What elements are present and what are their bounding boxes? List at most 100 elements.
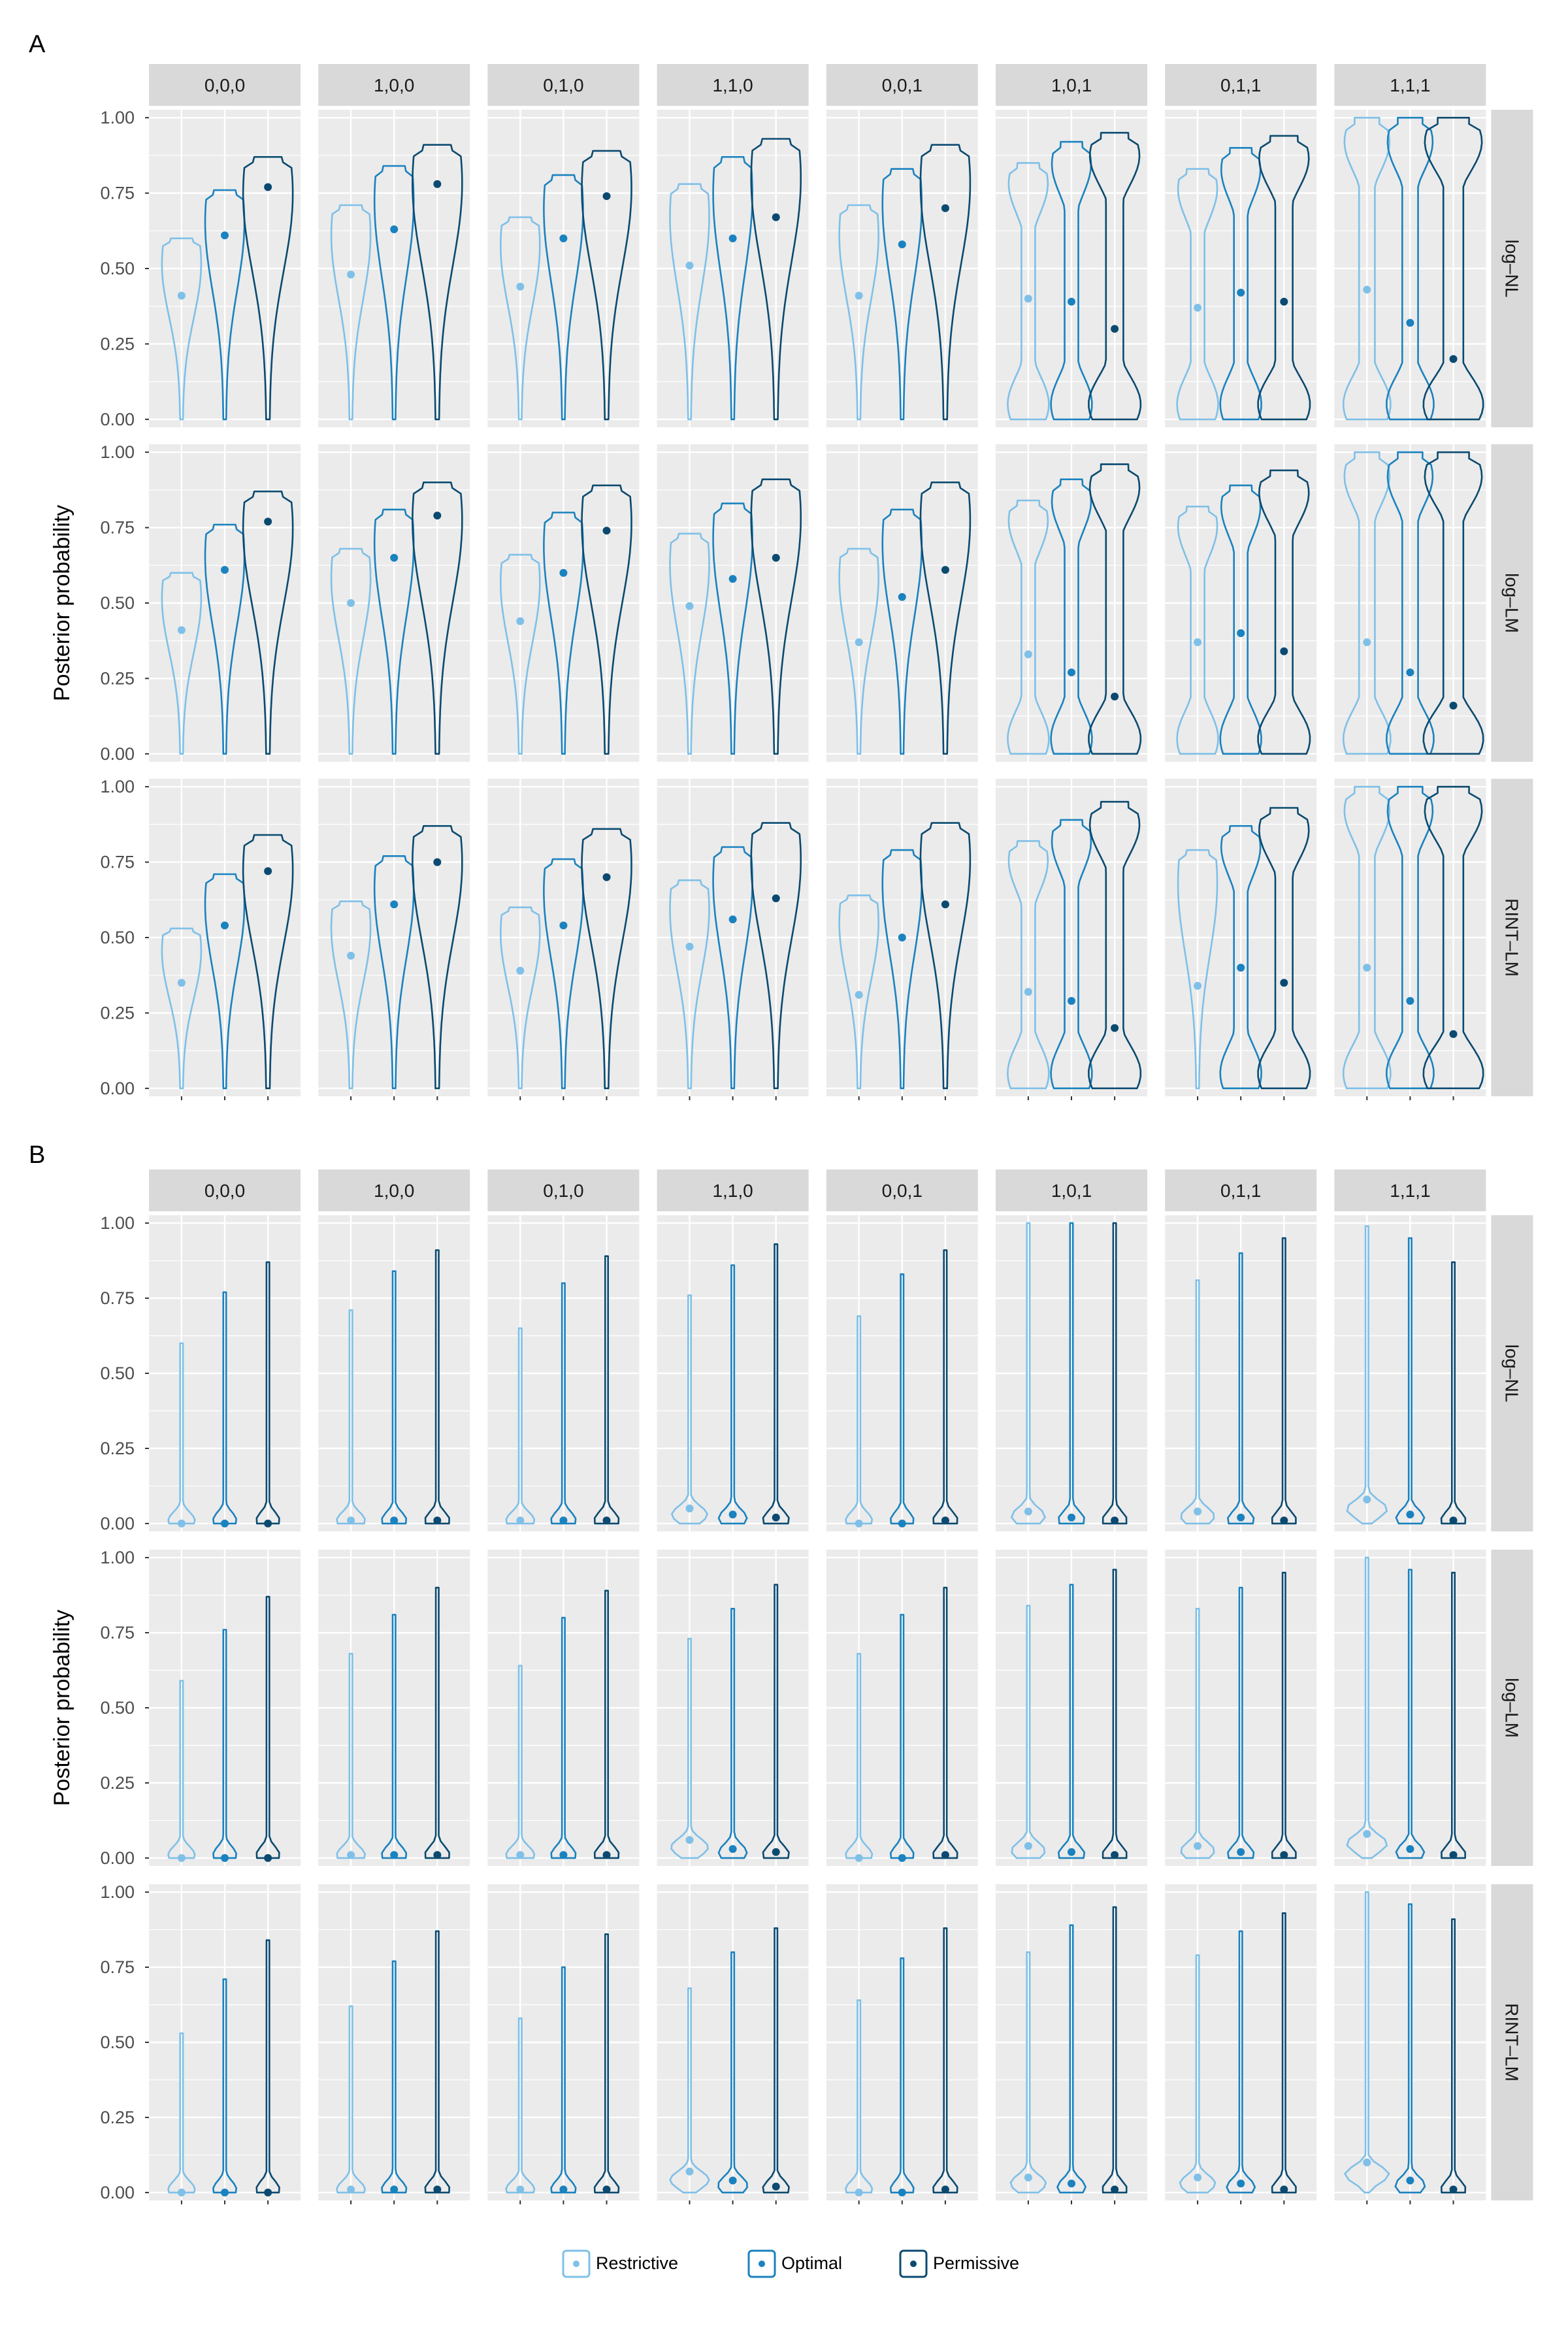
violin-permissive <box>762 1584 790 1859</box>
violin-optimal <box>712 155 753 421</box>
violin-restrictive <box>167 1342 196 1525</box>
violin-optimal <box>204 189 246 421</box>
facet-0-1-0-log-lm <box>487 1550 640 1866</box>
median-point-optimal <box>728 1845 737 1854</box>
y-tick-label: 0.00 <box>100 1514 135 1533</box>
violin-restrictive <box>1007 840 1050 1090</box>
violin-optimal <box>890 1273 915 1525</box>
median-point-restrictive <box>1363 964 1371 972</box>
panel-a: A Posterior probability 0,0,0 1,0,0 0,1,0 1,1… <box>29 31 1533 1100</box>
violin-permissive <box>919 822 972 1090</box>
violin-restrictive <box>838 547 879 755</box>
facet-0-0-1-log-lm <box>826 444 978 762</box>
median-point-restrictive <box>177 2188 186 2197</box>
legend-dot-optimal <box>759 2261 765 2267</box>
violin-permissive <box>593 1255 620 1525</box>
violin-restrictive <box>167 1680 196 1859</box>
violin-permissive <box>1271 1571 1297 1859</box>
median-point-permissive <box>1280 1516 1288 1525</box>
violin-permissive <box>581 484 632 755</box>
violin-permissive <box>750 822 802 1090</box>
column-strip-label: 1,1,0 <box>712 1181 753 1201</box>
median-point-restrictive <box>685 942 694 951</box>
column-strip-label: 1,1,1 <box>1390 1181 1430 1201</box>
median-point-optimal <box>1068 1848 1075 1856</box>
median-point-optimal <box>1406 319 1414 327</box>
violin-restrictive <box>1011 1605 1046 1859</box>
violin-permissive <box>1088 131 1142 421</box>
median-point-optimal <box>390 900 399 909</box>
median-point-optimal <box>728 2176 737 2185</box>
median-point-restrictive <box>685 1836 694 1844</box>
y-tick-label: 0.75 <box>100 1288 135 1308</box>
median-point-permissive <box>1449 1851 1458 1859</box>
violin-optimal <box>1395 1237 1426 1525</box>
violin-permissive <box>255 1261 280 1525</box>
facet-0-0-0-rint-lm <box>149 1884 301 2200</box>
violin-permissive <box>1102 1569 1128 1859</box>
facet-0-0-1-log-nl <box>826 1215 978 1531</box>
column-strip-1-1-1 <box>1334 64 1486 106</box>
facet-1-0-1-log-nl <box>996 1215 1147 1531</box>
violin-optimal <box>1056 1924 1086 2194</box>
violin-permissive <box>1440 1261 1467 1525</box>
violin-optimal <box>712 502 753 755</box>
median-point-permissive <box>772 553 780 562</box>
median-point-permissive <box>1449 355 1458 363</box>
median-point-restrictive <box>1194 2173 1202 2181</box>
median-point-restrictive <box>1363 638 1371 647</box>
facet-1-0-0-rint-lm <box>318 779 470 1096</box>
median-point-restrictive <box>347 1851 355 1859</box>
violin-optimal <box>373 508 415 755</box>
violin-optimal <box>881 168 923 421</box>
facet-0-0-0-log-nl <box>149 110 301 427</box>
y-tick-label: 0.75 <box>100 1957 135 1977</box>
facet-1-1-0-rint-lm <box>657 779 809 1096</box>
legend-key-optimal <box>747 2249 776 2278</box>
median-point-optimal <box>559 921 568 930</box>
median-point-permissive <box>1280 979 1288 987</box>
facet-0-1-1-log-lm <box>1165 1550 1317 1866</box>
median-point-optimal <box>221 2188 229 2197</box>
violin-restrictive <box>845 1999 874 2194</box>
legend-item-permissive: Permissive <box>899 2249 1019 2278</box>
column-strip-1-0-1 <box>996 1169 1147 1211</box>
violin-optimal <box>1219 147 1262 421</box>
violin-optimal <box>1057 1584 1086 1859</box>
facet-1-0-1-rint-lm <box>996 1884 1147 2200</box>
median-point-restrictive <box>1024 1842 1032 1850</box>
y-tick-label: 0.25 <box>100 2108 135 2127</box>
violin-permissive <box>242 490 294 755</box>
violin-restrictive <box>670 1637 709 1859</box>
row-strip-rint-lm <box>1491 1884 1533 2200</box>
legend-item-restrictive: Restrictive <box>562 2249 678 2278</box>
median-point-restrictive <box>855 638 863 647</box>
y-tick-label: 1.00 <box>100 1213 135 1233</box>
median-point-permissive <box>1111 693 1119 701</box>
median-point-permissive <box>433 180 442 188</box>
row-strip-label: RINT–LM <box>1501 898 1522 977</box>
column-strip-1-1-0 <box>657 64 809 106</box>
y-tick-label: 0.75 <box>100 518 135 538</box>
violin-restrictive <box>1007 162 1050 421</box>
y-tick-label: 0.75 <box>100 853 135 872</box>
median-point-permissive <box>1111 1851 1119 1859</box>
violin-permissive <box>255 1939 280 2194</box>
violin-optimal <box>717 1264 748 1525</box>
violin-optimal <box>204 523 246 755</box>
median-point-restrictive <box>1024 650 1032 659</box>
row-strip-log-nl <box>1491 1215 1533 1531</box>
violin-permissive <box>1422 451 1484 755</box>
y-tick-label: 1.00 <box>100 1548 135 1567</box>
column-strip-0-0-1 <box>826 64 978 106</box>
violin-optimal <box>717 1608 748 1859</box>
violin-permissive <box>593 1933 620 2194</box>
median-point-optimal <box>1068 668 1075 677</box>
y-tick-label: 1.00 <box>100 1882 135 1902</box>
column-strip-label: 0,1,0 <box>543 1181 583 1201</box>
violin-optimal <box>543 858 584 1090</box>
violin-restrictive <box>1176 506 1219 755</box>
median-point-permissive <box>602 527 611 535</box>
median-point-optimal <box>221 1854 229 1862</box>
